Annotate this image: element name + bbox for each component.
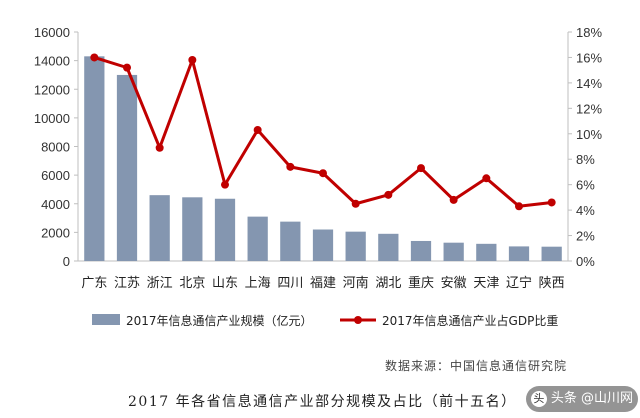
bar bbox=[116, 74, 138, 261]
bar bbox=[247, 216, 268, 261]
y-right-tick-label: 8% bbox=[576, 152, 595, 167]
y-left-tick-label: 6000 bbox=[41, 168, 70, 183]
x-tick-label: 天津 bbox=[473, 276, 499, 291]
figure-caption: 2017 年各省信息通信产业部分规模及占比（前十五名） bbox=[128, 394, 517, 410]
x-tick-label: 上海 bbox=[245, 276, 271, 291]
bar bbox=[182, 197, 203, 261]
bar bbox=[508, 246, 530, 261]
legend-swatch-bar bbox=[92, 314, 120, 325]
x-tick-label: 广东 bbox=[81, 276, 107, 291]
line-point bbox=[351, 199, 360, 208]
bar bbox=[443, 242, 464, 261]
line-point bbox=[221, 180, 229, 189]
y-right-tick-label: 4% bbox=[576, 203, 595, 218]
line-point bbox=[123, 63, 131, 72]
x-tick-label: 安徽 bbox=[441, 276, 467, 291]
toutiao-logo-icon: 头 bbox=[530, 390, 547, 407]
watermark-badge: 头头条 @山川网 bbox=[526, 386, 638, 412]
line-series bbox=[93, 56, 552, 208]
line-point bbox=[286, 162, 295, 171]
bar bbox=[280, 221, 301, 261]
legend-label-line: 2017年信息通信产业占GDP比重 bbox=[382, 313, 558, 328]
y-left-tick-label: 16000 bbox=[34, 25, 70, 40]
x-tick-label: 浙江 bbox=[147, 276, 173, 291]
y-right-tick-label: 0% bbox=[576, 254, 595, 269]
x-tick-label: 江苏 bbox=[114, 275, 140, 291]
bar bbox=[345, 231, 366, 261]
watermark-text: 头条 @山川网 bbox=[550, 391, 634, 406]
x-tick-label: 山东 bbox=[212, 276, 238, 291]
x-tick-label: 湖北 bbox=[375, 276, 401, 291]
y-right-tick-label: 14% bbox=[576, 76, 602, 91]
chart: 0 2000 4000 6000 8000 10000 12000 14000 16000 0% 2… bbox=[34, 25, 603, 328]
bar bbox=[312, 229, 334, 261]
y-right-tick-label: 12% bbox=[576, 101, 602, 116]
legend-label-bar: 2017年信息通信产业规模（亿元） bbox=[126, 313, 313, 328]
line-point bbox=[188, 55, 197, 64]
line-point bbox=[155, 143, 164, 152]
bar bbox=[410, 240, 432, 261]
bar bbox=[476, 243, 497, 261]
y-right-tick-label: 10% bbox=[576, 127, 602, 142]
y-right-tick-label: 2% bbox=[576, 229, 595, 244]
x-tick-label: 辽宁 bbox=[506, 275, 532, 291]
line-point bbox=[253, 125, 262, 134]
x-tick-label: 重庆 bbox=[408, 275, 434, 291]
line-point bbox=[90, 53, 99, 62]
x-tick-label: 四川 bbox=[277, 276, 303, 291]
y-left-tick-label: 2000 bbox=[41, 225, 70, 240]
legend-swatch-marker bbox=[354, 316, 362, 324]
line-point bbox=[319, 169, 327, 178]
x-tick-label: 北京 bbox=[179, 276, 205, 291]
line-point bbox=[417, 164, 425, 173]
line-point bbox=[547, 198, 556, 207]
y-left-tick-label: 8000 bbox=[41, 140, 70, 155]
source-note: 数据来源：中国信息通信研究院 bbox=[385, 359, 568, 373]
bar bbox=[378, 233, 399, 261]
x-tick-label: 河南 bbox=[343, 275, 369, 291]
y-left-tick-label: 4000 bbox=[41, 197, 70, 212]
line-point bbox=[449, 195, 458, 204]
bar bbox=[84, 56, 105, 261]
line-point bbox=[515, 202, 523, 211]
line-point bbox=[384, 190, 393, 199]
y-right-tick-label: 6% bbox=[576, 178, 595, 193]
bar bbox=[214, 198, 236, 261]
line-point bbox=[482, 174, 491, 183]
y-left-tick-label: 0 bbox=[63, 254, 70, 269]
y-right-tick-label: 16% bbox=[576, 50, 602, 65]
x-tick-label: 陕西 bbox=[539, 276, 565, 291]
y-left-tick-label: 10000 bbox=[34, 111, 70, 126]
y-left-tick-label: 12000 bbox=[34, 82, 70, 97]
bar bbox=[541, 246, 562, 261]
x-tick-label: 福建 bbox=[310, 276, 336, 291]
bar bbox=[149, 195, 170, 261]
y-right-tick-label: 18% bbox=[576, 25, 602, 40]
y-left-tick-label: 14000 bbox=[34, 54, 70, 69]
